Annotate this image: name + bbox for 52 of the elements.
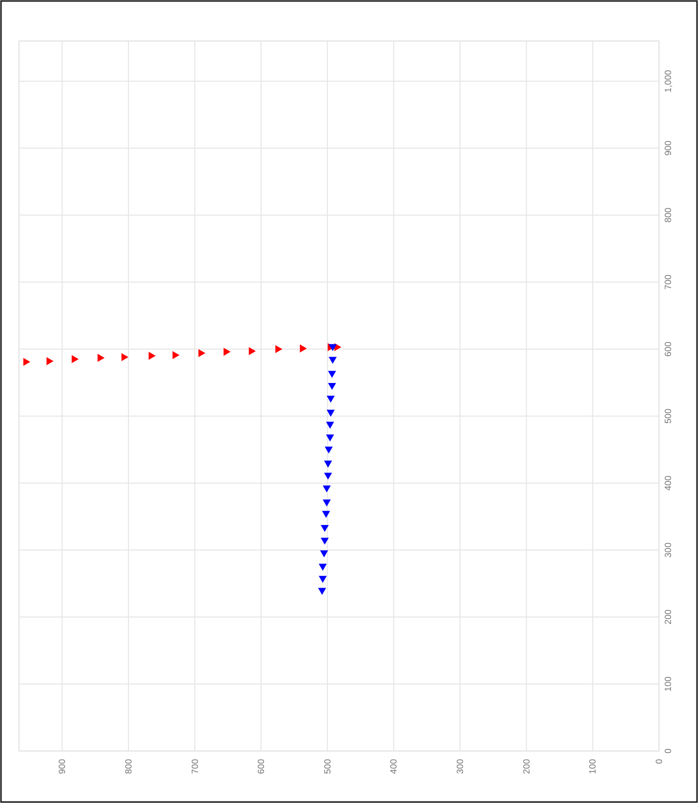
y-tick-label: 900	[663, 140, 673, 156]
point	[328, 356, 337, 364]
y-tick-label: 800	[663, 208, 673, 223]
point	[324, 446, 333, 454]
x-tick-label: 200	[521, 759, 532, 774]
point	[320, 538, 329, 545]
point	[318, 576, 327, 583]
y-tick-label: 1,000	[663, 70, 673, 92]
x-tick-label: 300	[455, 759, 466, 774]
point	[275, 345, 282, 354]
y-tick-label: 400	[663, 476, 673, 491]
point	[320, 550, 328, 558]
point	[248, 347, 256, 356]
point	[328, 370, 336, 378]
x-tick-label: 900	[57, 759, 68, 774]
x-tick-label: 500	[322, 759, 332, 774]
point	[320, 524, 329, 532]
y-tick-label: 100	[663, 676, 673, 692]
y-tick-label: 700	[663, 274, 673, 290]
point	[326, 434, 334, 442]
y-tick-label: 600	[663, 342, 673, 357]
point	[300, 344, 307, 352]
y-tick-label: 300	[663, 542, 673, 558]
x-tick-label: 800	[123, 759, 134, 774]
x-tick-label: 700	[190, 759, 200, 774]
point	[328, 382, 336, 390]
y-tick-label: 500	[663, 408, 673, 424]
point	[318, 588, 326, 595]
x-tick-label: 100	[588, 759, 598, 774]
point	[98, 354, 105, 362]
y-tick-label: 200	[663, 610, 673, 625]
point	[72, 355, 79, 364]
point	[324, 460, 332, 468]
y-tick-label: 0	[663, 748, 673, 754]
point	[224, 348, 231, 356]
point	[326, 396, 335, 403]
point	[46, 357, 54, 366]
point	[326, 422, 334, 429]
x-tick-label: 0	[654, 759, 664, 764]
point	[318, 564, 327, 571]
x-tick-label: 400	[388, 759, 399, 774]
point	[23, 358, 30, 366]
point	[121, 353, 128, 362]
point	[172, 351, 180, 360]
point	[198, 349, 206, 358]
point	[324, 472, 332, 480]
point	[148, 352, 156, 360]
point	[322, 485, 331, 492]
point	[322, 510, 330, 518]
x-tick-label: 600	[256, 759, 266, 774]
point	[326, 410, 335, 417]
point	[322, 500, 331, 506]
